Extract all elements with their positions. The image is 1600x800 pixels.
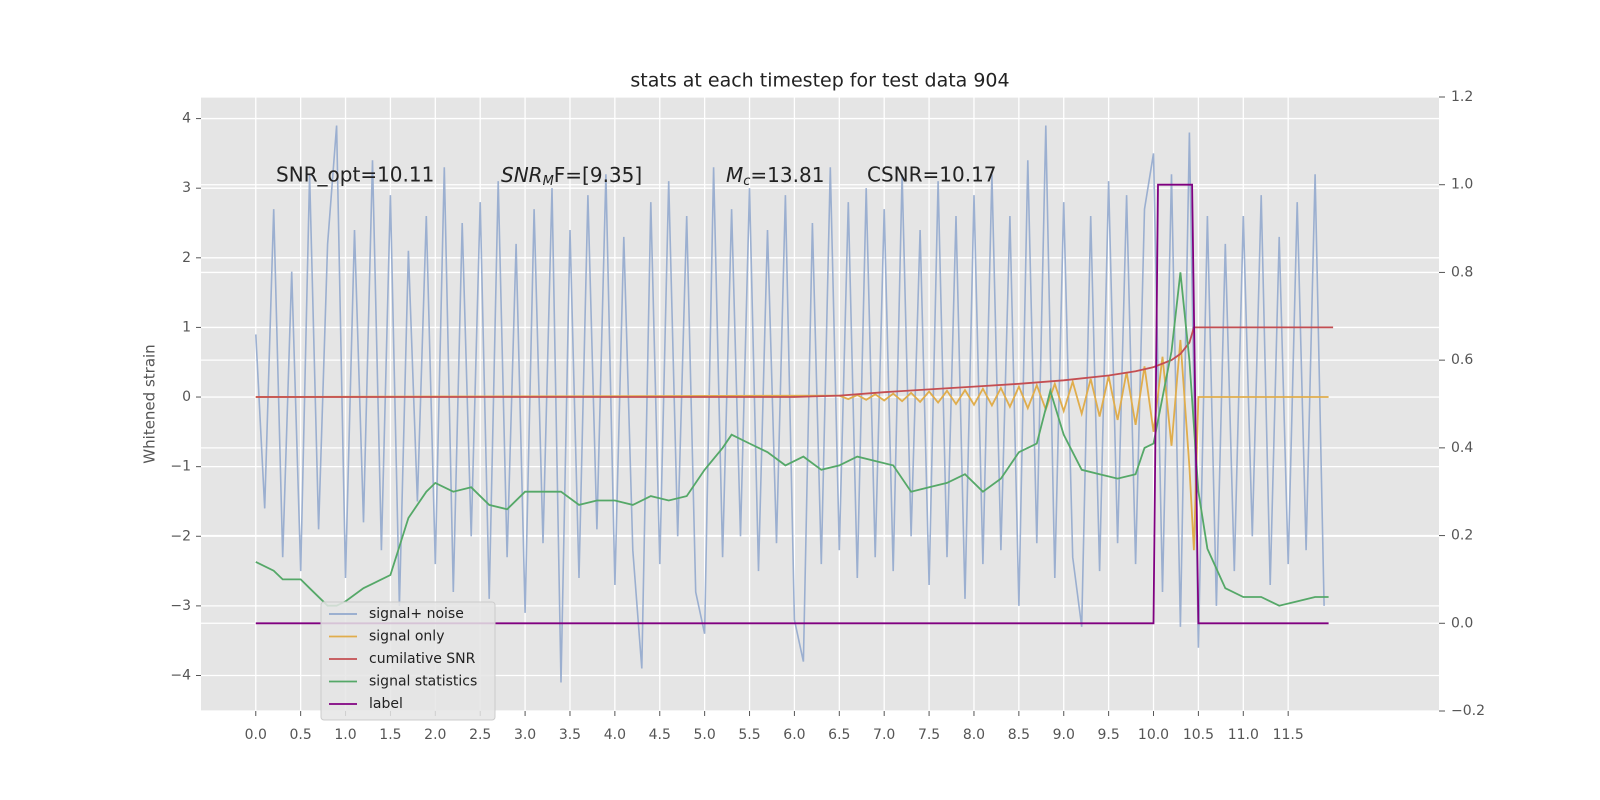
- x-tick-label: 8.0: [963, 727, 985, 743]
- y2-tick-label: 0.8: [1451, 264, 1473, 280]
- y-tick-label: −3: [170, 598, 191, 614]
- x-tick-label: 11.5: [1273, 727, 1304, 743]
- legend-label: cumilative SNR: [369, 651, 476, 667]
- annotation: SNR_opt=10.11: [276, 163, 434, 187]
- y-tick-label: 1: [182, 319, 191, 335]
- legend-label: signal statistics: [369, 674, 477, 690]
- x-tick-label: 9.0: [1053, 727, 1075, 743]
- y2-tick-label: 1.2: [1451, 89, 1473, 105]
- y2-tick-label: −0.2: [1451, 703, 1485, 719]
- y2-tick-label: 0.2: [1451, 528, 1473, 544]
- y2-tick-label: 0.4: [1451, 440, 1473, 456]
- x-tick-label: 10.0: [1138, 727, 1169, 743]
- y-tick-label: 3: [182, 180, 191, 196]
- y2-tick-label: 1.0: [1451, 177, 1473, 193]
- y-tick-label: −1: [170, 459, 191, 475]
- series-line: [255, 272, 1329, 607]
- series-line: [255, 326, 1334, 398]
- x-tick-label: 10.5: [1183, 727, 1214, 743]
- series-line: [255, 183, 1329, 625]
- x-tick-label: 11.0: [1228, 727, 1259, 743]
- x-tick-label: 5.5: [738, 727, 760, 743]
- y-tick-label: 2: [182, 250, 191, 266]
- annotation-italic: M: [726, 163, 743, 187]
- chart-title: stats at each timestep for test data 904: [630, 70, 1009, 92]
- series-line: [255, 339, 1329, 551]
- legend-label: signal only: [369, 629, 444, 645]
- annotation: SNRMF=[9.35]: [501, 163, 642, 189]
- y-tick-label: −2: [170, 528, 191, 544]
- x-tick-label: 6.5: [828, 727, 850, 743]
- x-tick-label: 3.5: [559, 727, 581, 743]
- x-tick-label: 5.0: [694, 727, 716, 743]
- y2-tick-label: 0.0: [1451, 615, 1473, 631]
- legend-label: signal+ noise: [369, 606, 464, 622]
- y2-tick-label: 0.6: [1451, 352, 1473, 368]
- x-tick-label: 7.0: [873, 727, 895, 743]
- y-tick-label: −4: [170, 667, 191, 683]
- x-tick-label: 1.5: [379, 727, 401, 743]
- x-tick-label: 3.0: [514, 727, 536, 743]
- annotation-italic: SNR: [501, 163, 543, 187]
- series-line: [255, 125, 1325, 683]
- x-tick-label: 7.5: [918, 727, 940, 743]
- annotation: CSNR=10.17: [867, 163, 997, 187]
- annotation-rest: =13.81: [750, 163, 824, 187]
- y-tick-label: 4: [182, 111, 191, 127]
- x-tick-label: 1.0: [334, 727, 356, 743]
- legend-box: [320, 601, 496, 721]
- x-tick-label: 2.5: [469, 727, 491, 743]
- x-tick-label: 9.5: [1097, 727, 1119, 743]
- x-tick-label: 4.0: [604, 727, 626, 743]
- annotation-subscript: c: [743, 174, 750, 189]
- annotation-subscript: M: [543, 174, 554, 189]
- x-tick-label: 2.0: [424, 727, 446, 743]
- legend-label: label: [369, 696, 403, 712]
- annotation-rest: F=[9.35]: [554, 163, 642, 187]
- x-tick-label: 0.5: [290, 727, 312, 743]
- x-tick-label: 4.5: [649, 727, 671, 743]
- x-tick-label: 8.5: [1008, 727, 1030, 743]
- annotation: Mc=13.81: [726, 163, 824, 189]
- y-axis-label: Whitened strain: [141, 344, 159, 463]
- x-tick-label: 6.0: [783, 727, 805, 743]
- y-tick-label: 0: [182, 389, 191, 405]
- x-tick-label: 0.0: [245, 727, 267, 743]
